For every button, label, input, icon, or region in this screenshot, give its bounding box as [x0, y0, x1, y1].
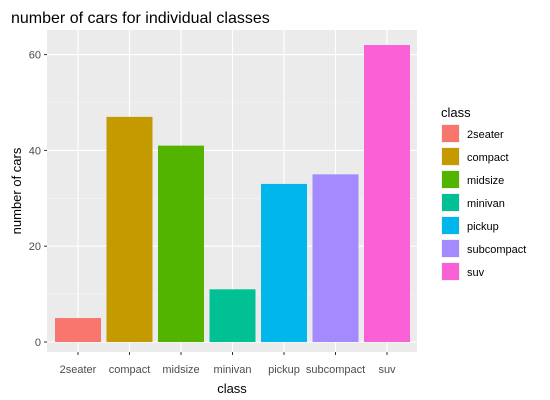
x-tick-label: midsize	[162, 364, 199, 376]
y-tick-label: 0	[35, 337, 41, 349]
legend: class 2seater compact midsize minivan pickup…	[441, 105, 526, 281]
legend-label: minivan	[467, 198, 505, 210]
legend-label: pickup	[467, 221, 499, 233]
legend-label: subcompact	[467, 244, 526, 256]
legend-title: class	[441, 105, 471, 120]
bar-subcompact	[312, 174, 359, 342]
bars	[55, 45, 410, 343]
legend-label: suv	[467, 267, 485, 279]
bar-minivan	[209, 289, 256, 342]
x-tick-label: compact	[109, 364, 151, 376]
bar-2seater	[55, 318, 101, 342]
legend-key-subcompact	[442, 240, 459, 257]
chart-title: number of cars for individual classes	[11, 10, 270, 27]
x-tick-label: minivan	[214, 364, 252, 376]
bar-compact	[106, 116, 153, 343]
x-axis-ticks: 2seater compact midsize minivan pickup subcom…	[60, 352, 396, 376]
y-tick-label: 40	[29, 145, 41, 157]
x-tick-label: 2seater	[60, 364, 97, 376]
x-axis-title: class	[217, 381, 247, 396]
legend-key-compact	[442, 148, 459, 165]
legend-key-minivan	[442, 194, 459, 211]
bar-pickup	[261, 183, 307, 342]
bar-midsize	[158, 145, 204, 342]
legend-key-pickup	[442, 217, 459, 234]
legend-key-midsize	[442, 171, 459, 188]
y-tick-label: 60	[29, 50, 41, 62]
legend-key-2seater	[442, 125, 459, 142]
y-axis-title: number of cars	[9, 147, 24, 234]
legend-key-suv	[442, 263, 459, 280]
x-tick-label: pickup	[268, 364, 300, 376]
legend-label: 2seater	[467, 129, 504, 141]
legend-label: midsize	[467, 175, 504, 187]
legend-label: compact	[467, 152, 509, 164]
y-tick-label: 20	[29, 241, 41, 253]
x-tick-label: subcompact	[306, 364, 365, 376]
x-tick-label: suv	[378, 364, 396, 376]
legend-items: 2seater compact midsize minivan pickup subcom…	[441, 124, 526, 281]
bar-suv	[364, 45, 410, 343]
y-axis-ticks: 0 20 40 60	[29, 50, 47, 349]
